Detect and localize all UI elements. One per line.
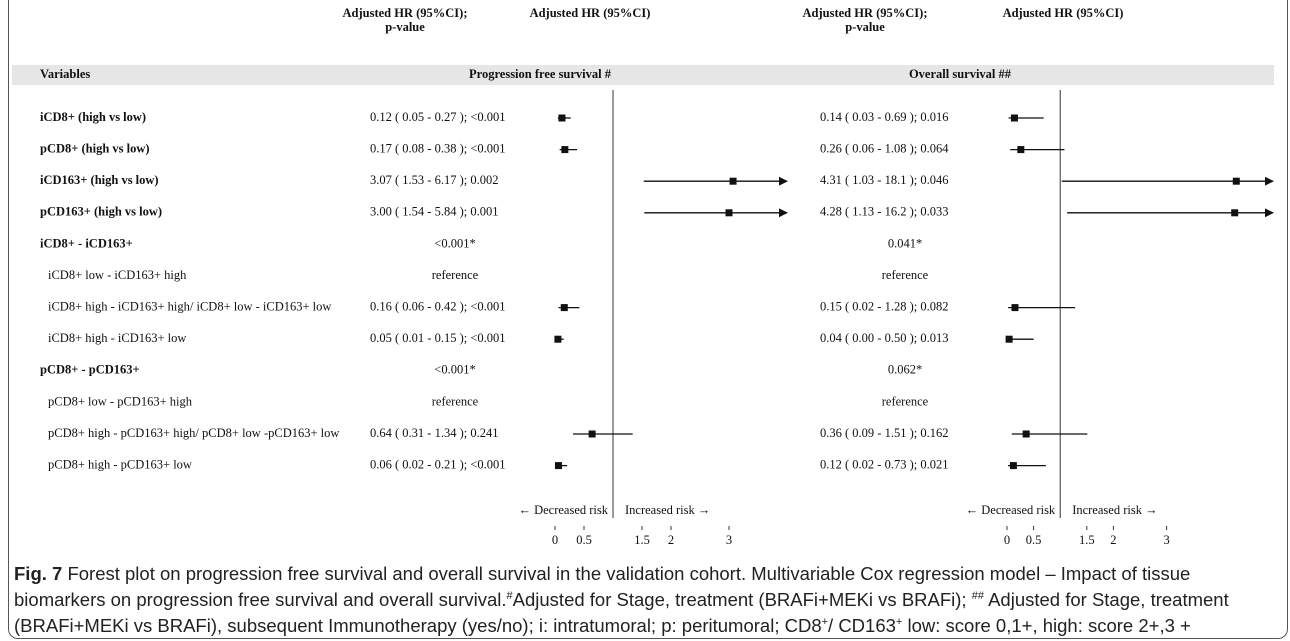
- hazard-ratio: [1010, 114, 1018, 122]
- estimate-text: 0.17 ( 0.08 - 0.38 ); <0.001: [370, 141, 506, 155]
- estimate-text: 3.07 ( 1.53 - 6.17 ); 0.002: [370, 173, 498, 187]
- variable-label: pCD8+ high - pCD163+ low: [48, 457, 192, 471]
- estimate-text: 0.12 ( 0.05 - 0.27 ); <0.001: [370, 110, 506, 124]
- column-header: p-value: [385, 20, 425, 34]
- column-header: Adjusted HR (95%CI): [530, 6, 651, 20]
- variables-header: Variables: [40, 67, 90, 81]
- caption-superscript: #: [506, 590, 513, 602]
- caption-text: / CD163: [828, 615, 896, 636]
- estimate-text: reference: [432, 268, 479, 282]
- variable-label: pCD8+ high - pCD163+ high/ pCD8+ low -pC…: [48, 426, 339, 440]
- variable-label: pCD8+ - pCD163+: [40, 363, 140, 377]
- hazard-ratio: [1231, 209, 1239, 217]
- x-tick-label: 3: [726, 533, 732, 547]
- x-tick-label: 3: [1163, 533, 1169, 547]
- hazard-ratio: [554, 335, 562, 343]
- hazard-ratio: [1011, 304, 1019, 312]
- caption: Fig. 7 Forest plot on progression free s…: [14, 561, 1282, 639]
- estimate-text: 0.06 ( 0.02 - 0.21 ); <0.001: [370, 457, 506, 471]
- estimate-text: 0.04 ( 0.00 - 0.50 ); 0.013: [820, 331, 948, 345]
- estimate-text: 4.31 ( 1.03 - 18.1 ); 0.046: [820, 173, 948, 187]
- caption-text: Forest plot on progression free survival…: [14, 563, 1191, 610]
- x-tick-label: 0: [1004, 533, 1010, 547]
- hazard-ratio: [725, 209, 733, 217]
- panel-title: Overall survival ##: [909, 67, 1012, 81]
- hazard-ratio: [729, 177, 737, 185]
- caption-text: low: score 0,1+, high: score 2+,3 +: [902, 615, 1191, 636]
- variable-label: pCD163+ (high vs low): [40, 205, 162, 219]
- caption-superscript: +: [895, 616, 903, 628]
- x-tick-label: 1.5: [1079, 533, 1095, 547]
- estimate-text: 0.062*: [888, 363, 922, 377]
- variable-label: iCD8+ - iCD163+: [40, 236, 133, 250]
- estimate-text: 0.14 ( 0.03 - 0.69 ); 0.016: [820, 110, 948, 124]
- increased-risk: Increased risk →: [1072, 503, 1157, 517]
- x-tick-label: 0: [552, 533, 558, 547]
- estimate-text: reference: [432, 394, 479, 408]
- estimate-text: 0.05 ( 0.01 - 0.15 ); <0.001: [370, 331, 506, 345]
- hazard-ratio: [560, 304, 568, 312]
- caption-text: Adjusted for Stage, treatment (BRAFi+MEK…: [14, 589, 1229, 636]
- hazard-ratio: [1005, 335, 1013, 343]
- x-tick-label: 2: [1110, 533, 1116, 547]
- caption-text: Adjusted for Stage, treatment (BRAFi+MEK…: [512, 589, 972, 610]
- estimate-text: 0.36 ( 0.09 - 1.51 ); 0.162: [820, 426, 948, 440]
- increased-risk: Increased risk →: [625, 503, 710, 517]
- estimate-text: 0.041*: [888, 236, 922, 250]
- variable-label: iCD163+ (high vs low): [40, 173, 159, 187]
- variable-label: pCD8+ (high vs low): [40, 141, 150, 155]
- estimate-text: 0.64 ( 0.31 - 1.34 ); 0.241: [370, 426, 498, 440]
- hazard-ratio: [558, 114, 566, 122]
- x-tick-label: 1.5: [634, 533, 650, 547]
- hazard-ratio: [561, 146, 569, 154]
- variable-label: iCD8+ low - iCD163+ high: [48, 268, 187, 282]
- header-band: [12, 65, 1274, 85]
- x-tick-label: 0.5: [1026, 533, 1042, 547]
- hazard-ratio: [554, 462, 562, 470]
- variable-label: iCD8+ high - iCD163+ high/ iCD8+ low - i…: [48, 299, 331, 313]
- variable-label: pCD8+ low - pCD163+ high: [48, 394, 193, 408]
- hazard-ratio: [1017, 146, 1025, 154]
- decreased-risk: ← Decreased risk: [518, 503, 608, 517]
- estimate-text: 0.15 ( 0.02 - 1.28 ); 0.082: [820, 299, 948, 313]
- hazard-ratio: [588, 430, 596, 438]
- estimate-text: 0.26 ( 0.06 - 1.08 ); 0.064: [820, 141, 949, 155]
- hazard-ratio: [1022, 430, 1030, 438]
- variable-label: iCD8+ (high vs low): [40, 110, 146, 124]
- caption-superscript: +: [821, 616, 829, 628]
- x-tick-label: 0.5: [576, 533, 592, 547]
- estimate-text: reference: [882, 394, 929, 408]
- caption-superscript: ##: [971, 590, 984, 602]
- estimate-text: 4.28 ( 1.13 - 16.2 ); 0.033: [820, 205, 948, 219]
- hazard-ratio: [1009, 462, 1017, 470]
- column-header: Adjusted HR (95%CI);: [343, 6, 468, 20]
- panel-title: Progression free survival #: [469, 67, 612, 81]
- estimate-text: <0.001*: [434, 363, 475, 377]
- estimate-text: reference: [882, 268, 929, 282]
- estimate-text: <0.001*: [434, 236, 475, 250]
- x-tick-label: 2: [668, 533, 674, 547]
- forest-plot: Variables iCD8+ (high vs low) pCD8+ (high…: [12, 6, 1274, 547]
- decreased-risk: ← Decreased risk: [966, 503, 1056, 517]
- caption-label: Fig. 7: [14, 563, 63, 584]
- variable-label: iCD8+ high - iCD163+ low: [48, 331, 186, 345]
- estimate-text: 3.00 ( 1.54 - 5.84 ); 0.001: [370, 205, 498, 219]
- estimate-text: 0.12 ( 0.02 - 0.73 ); 0.021: [820, 457, 948, 471]
- column-header: Adjusted HR (95%CI): [1003, 6, 1124, 20]
- estimate-text: 0.16 ( 0.06 - 0.42 ); <0.001: [370, 299, 506, 313]
- hazard-ratio: [1232, 177, 1240, 185]
- column-header: Adjusted HR (95%CI);: [803, 6, 928, 20]
- figure-frame: [8, 0, 1288, 639]
- column-header: p-value: [845, 20, 885, 34]
